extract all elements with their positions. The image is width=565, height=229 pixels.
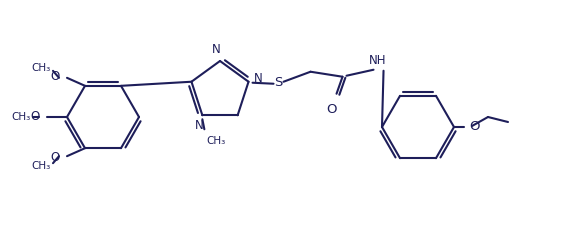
Text: S: S <box>275 76 282 89</box>
Text: O: O <box>31 111 40 123</box>
Text: O: O <box>51 70 60 83</box>
Text: O: O <box>469 120 480 133</box>
Text: CH₃: CH₃ <box>12 112 31 122</box>
Text: CH₃: CH₃ <box>206 136 225 146</box>
Text: N: N <box>195 119 204 132</box>
Text: CH₃: CH₃ <box>32 161 51 171</box>
Text: O: O <box>326 103 337 116</box>
Text: N: N <box>254 72 262 85</box>
Text: NH: NH <box>369 54 386 67</box>
Text: N: N <box>212 43 220 56</box>
Text: O: O <box>51 151 60 164</box>
Text: CH₃: CH₃ <box>32 63 51 73</box>
